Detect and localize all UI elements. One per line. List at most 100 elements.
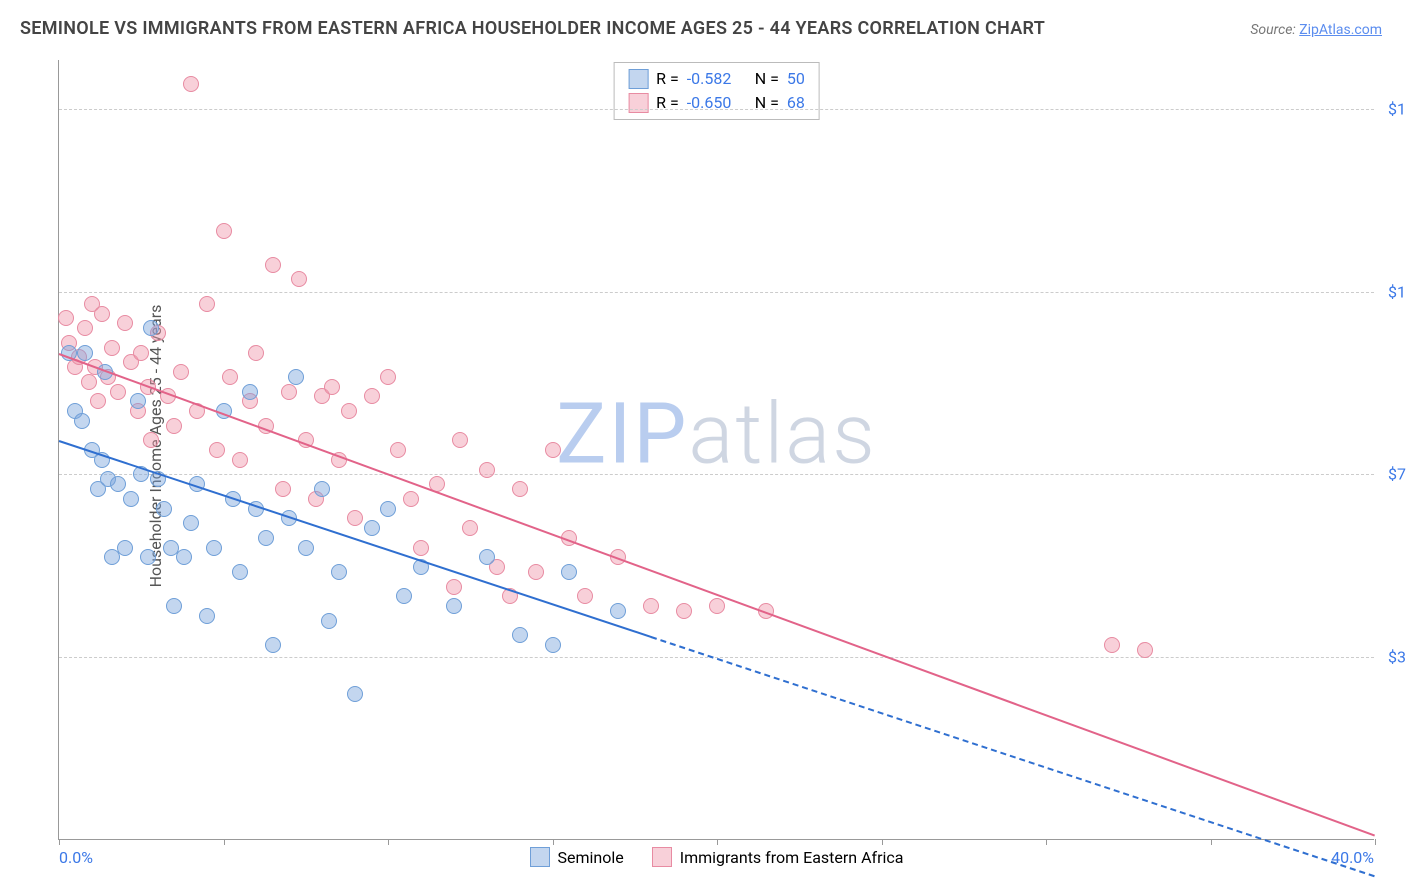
scatter-point-blue: [199, 608, 215, 624]
x-tick: [224, 839, 225, 845]
x-tick: [882, 839, 883, 845]
scatter-point-pink: [347, 510, 363, 526]
plot-area: ZIPatlas R = -0.582 N = 50 R = -0.650 N …: [58, 60, 1374, 840]
legend-series: Seminole Immigrants from Eastern Africa: [530, 847, 904, 867]
legend-n-value-pink: 68: [787, 91, 805, 115]
scatter-point-pink: [81, 374, 97, 390]
chart-title: SEMINOLE VS IMMIGRANTS FROM EASTERN AFRI…: [20, 18, 1045, 39]
scatter-point-pink: [275, 481, 291, 497]
x-tick: [553, 839, 554, 845]
grid-line: [59, 292, 1374, 293]
scatter-point-pink: [545, 442, 561, 458]
scatter-point-pink: [183, 76, 199, 92]
scatter-point-blue: [314, 481, 330, 497]
scatter-point-blue: [242, 384, 258, 400]
scatter-point-blue: [545, 637, 561, 653]
scatter-point-pink: [216, 223, 232, 239]
legend-n-label: N =: [755, 67, 779, 91]
x-tick: [388, 839, 389, 845]
source-prefix: Source:: [1250, 22, 1299, 38]
watermark: ZIPatlas: [556, 384, 877, 483]
legend-n-value-blue: 50: [787, 67, 805, 91]
regression-line: [59, 353, 1376, 837]
legend-correlation: R = -0.582 N = 50 R = -0.650 N = 68: [613, 62, 820, 120]
grid-line: [59, 474, 1374, 475]
legend-r-value-pink: -0.650: [687, 91, 747, 115]
scatter-point-pink: [512, 481, 528, 497]
scatter-point-pink: [380, 369, 396, 385]
scatter-point-blue: [446, 598, 462, 614]
scatter-point-blue: [298, 540, 314, 556]
scatter-point-blue: [258, 530, 274, 546]
scatter-point-pink: [265, 257, 281, 273]
scatter-point-pink: [248, 345, 264, 361]
legend-swatch-blue-icon: [530, 847, 550, 867]
chart-container: SEMINOLE VS IMMIGRANTS FROM EASTERN AFRI…: [0, 0, 1406, 892]
scatter-point-blue: [347, 686, 363, 702]
scatter-point-pink: [104, 340, 120, 356]
scatter-point-pink: [452, 432, 468, 448]
scatter-point-pink: [133, 345, 149, 361]
y-tick-label: $112,500: [1378, 282, 1406, 301]
legend-n-label: N =: [755, 91, 779, 115]
scatter-point-pink: [403, 491, 419, 507]
legend-r-label: R =: [656, 67, 679, 91]
scatter-point-pink: [90, 393, 106, 409]
scatter-point-pink: [110, 384, 126, 400]
scatter-point-pink: [281, 384, 297, 400]
scatter-point-blue: [176, 549, 192, 565]
scatter-point-pink: [643, 598, 659, 614]
scatter-point-blue: [321, 613, 337, 629]
watermark-zip: ZIP: [556, 384, 688, 483]
legend-label-pink: Immigrants from Eastern Africa: [680, 848, 904, 867]
scatter-point-pink: [577, 588, 593, 604]
scatter-point-pink: [222, 369, 238, 385]
scatter-point-blue: [166, 598, 182, 614]
watermark-atlas: atlas: [688, 384, 877, 483]
legend-item-pink: Immigrants from Eastern Africa: [652, 847, 904, 867]
scatter-point-blue: [117, 540, 133, 556]
legend-swatch-pink-icon: [652, 847, 672, 867]
scatter-point-blue: [206, 540, 222, 556]
scatter-point-pink: [413, 540, 429, 556]
scatter-point-pink: [232, 452, 248, 468]
x-tick: [717, 839, 718, 845]
scatter-point-blue: [380, 501, 396, 517]
scatter-point-pink: [709, 598, 725, 614]
scatter-point-pink: [676, 603, 692, 619]
source-link[interactable]: ZipAtlas.com: [1299, 22, 1382, 38]
grid-line: [59, 109, 1374, 110]
scatter-point-pink: [166, 418, 182, 434]
scatter-point-pink: [291, 271, 307, 287]
scatter-point-pink: [209, 442, 225, 458]
scatter-point-blue: [143, 320, 159, 336]
legend-label-blue: Seminole: [558, 848, 624, 867]
scatter-point-pink: [1104, 637, 1120, 653]
y-tick-label: $75,000: [1378, 465, 1406, 484]
scatter-point-blue: [74, 413, 90, 429]
x-tick: [1046, 839, 1047, 845]
scatter-point-blue: [561, 564, 577, 580]
scatter-point-pink: [446, 579, 462, 595]
scatter-point-blue: [183, 515, 199, 531]
y-tick-label: $150,000: [1378, 99, 1406, 118]
scatter-point-pink: [94, 306, 110, 322]
scatter-point-pink: [1137, 642, 1153, 658]
scatter-point-blue: [232, 564, 248, 580]
scatter-point-pink: [199, 296, 215, 312]
legend-row-pink: R = -0.650 N = 68: [628, 91, 805, 115]
legend-row-blue: R = -0.582 N = 50: [628, 67, 805, 91]
scatter-point-blue: [130, 393, 146, 409]
scatter-point-pink: [364, 388, 380, 404]
legend-r-value-blue: -0.582: [687, 67, 747, 91]
scatter-point-blue: [610, 603, 626, 619]
scatter-point-blue: [512, 627, 528, 643]
scatter-point-blue: [265, 637, 281, 653]
source-label: Source: ZipAtlas.com: [1250, 22, 1382, 38]
scatter-point-pink: [117, 315, 133, 331]
regression-line: [651, 636, 1375, 877]
scatter-point-pink: [173, 364, 189, 380]
scatter-point-blue: [396, 588, 412, 604]
scatter-point-pink: [479, 462, 495, 478]
legend-r-label: R =: [656, 91, 679, 115]
